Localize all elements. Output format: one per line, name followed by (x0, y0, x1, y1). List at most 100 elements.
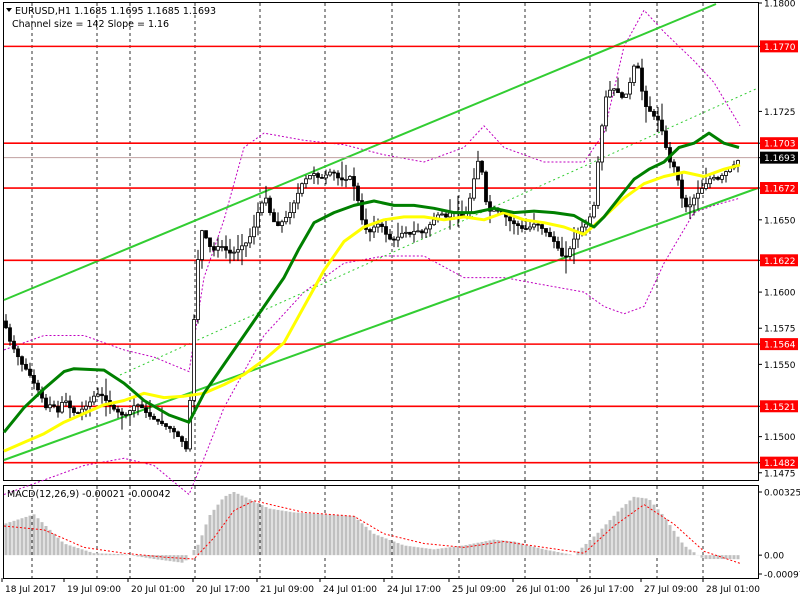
candle-body (724, 171, 728, 176)
price-tick-label: 1.1575 (764, 325, 796, 335)
candle-body (708, 178, 712, 185)
candle-body (304, 178, 308, 185)
candle-body (536, 223, 540, 226)
time-tick-label: 19 Jul 09:00 (67, 585, 121, 595)
candle-body (556, 241, 560, 249)
candle-body (656, 115, 660, 121)
candle-body (20, 356, 24, 365)
candle-body (328, 171, 332, 176)
macd-tick-label: 0.00325 (764, 489, 800, 499)
candle-body (444, 213, 448, 218)
macd-pane-frame (3, 485, 759, 579)
candle-body (580, 226, 584, 233)
candle-body (104, 395, 108, 401)
time-tick-label: 18 Jul 2017 (5, 585, 56, 595)
candle-body (92, 395, 96, 403)
candle-body (472, 178, 476, 199)
price-tick-label: 1.1550 (764, 361, 796, 371)
candle-body (564, 255, 568, 258)
candle-body (568, 248, 572, 257)
candle-body (252, 226, 256, 238)
candle-body (528, 226, 532, 230)
candle-body (544, 228, 548, 233)
symbol-title: EURUSD,H1 1.1685 1.1695 1.1685 1.1693 (15, 6, 216, 17)
time-tick-label: 26 Jul 17:00 (580, 585, 634, 595)
candle-body (76, 412, 80, 414)
candle-body (520, 225, 524, 229)
candle-body (196, 259, 200, 320)
macd-tick-label: -0.00097 (764, 571, 800, 581)
candle-body (72, 407, 76, 413)
candle-body (240, 245, 244, 251)
candle-body (348, 176, 352, 180)
candle-body (432, 219, 436, 226)
candle-body (652, 111, 656, 117)
candle-body (32, 375, 36, 384)
candle-body (184, 441, 188, 450)
channel-info: Channel size = 142 Slope = 1.16 (12, 19, 169, 30)
candle-body (128, 410, 132, 415)
candle-body (16, 348, 20, 358)
macd-title: MACD(12,26,9) -0.00021 -0.00042 (7, 489, 171, 500)
candle-body (188, 400, 192, 450)
candle-body (248, 236, 252, 244)
candle-body (152, 415, 156, 420)
chart-header: EURUSD,H1 1.1685 1.1695 1.1685 1.1693 Ch… (6, 6, 216, 30)
candle-body (616, 88, 620, 94)
candle-body (168, 426, 172, 429)
candle-body (488, 201, 492, 212)
level-price-label: 1.1482 (764, 459, 796, 469)
candle-body (396, 236, 400, 241)
candle-body (584, 223, 588, 228)
level-price-label: 1.1622 (764, 257, 796, 267)
candle-body (148, 412, 152, 417)
candle-body (164, 423, 168, 427)
candle-body (316, 173, 320, 178)
candle-body (408, 231, 412, 235)
candle-body (308, 175, 312, 180)
candle-body (516, 223, 520, 227)
candle-body (360, 200, 364, 221)
macd-indicator: 0.00325 0.00 -0.00097 (3, 489, 800, 581)
time-tick-label: 27 Jul 09:00 (644, 585, 698, 595)
level-label-bg (760, 456, 798, 469)
candle-body (324, 174, 328, 179)
candle-body (36, 382, 40, 391)
candle-body (140, 404, 144, 409)
macd-signal-line (3, 500, 741, 564)
current-price-label-bg (760, 151, 798, 164)
dropdown-triangle-icon[interactable] (6, 8, 12, 12)
candle-body (60, 402, 64, 413)
candle-body (620, 92, 624, 98)
time-tick-label: 26 Jul 01:00 (516, 585, 570, 595)
candle-body (720, 175, 724, 180)
level-label-bg (760, 400, 798, 413)
candle-body (312, 173, 316, 176)
candle-body (88, 401, 92, 407)
candle-body (276, 221, 280, 226)
channel-mid-line (119, 87, 759, 376)
candle-body (116, 408, 120, 413)
price-candles (4, 58, 740, 452)
time-tick-label: 25 Jul 09:00 (452, 585, 506, 595)
candle-body (416, 230, 420, 233)
candle-body (28, 368, 32, 376)
candle-body (8, 327, 12, 342)
candle-body (24, 363, 28, 370)
candle-body (628, 82, 632, 95)
main-pane-frame (3, 2, 759, 481)
level-label-bg (760, 182, 798, 195)
candle-body (256, 212, 260, 228)
channel-upper-line (3, 3, 717, 301)
level-label-bg (760, 40, 798, 53)
candle-body (320, 177, 324, 179)
current-price-label: 1.1693 (764, 154, 796, 164)
price-tick-label: 1.1500 (764, 433, 796, 443)
candle-body (200, 230, 204, 260)
candle-body (132, 405, 136, 412)
time-axis: 18 Jul 2017 19 Jul 09:00 20 Jul 01:00 20 Ju… (1, 578, 760, 595)
candle-body (156, 418, 160, 422)
time-tick-label: 20 Jul 17:00 (196, 585, 250, 595)
ma-fast-line (3, 163, 741, 453)
